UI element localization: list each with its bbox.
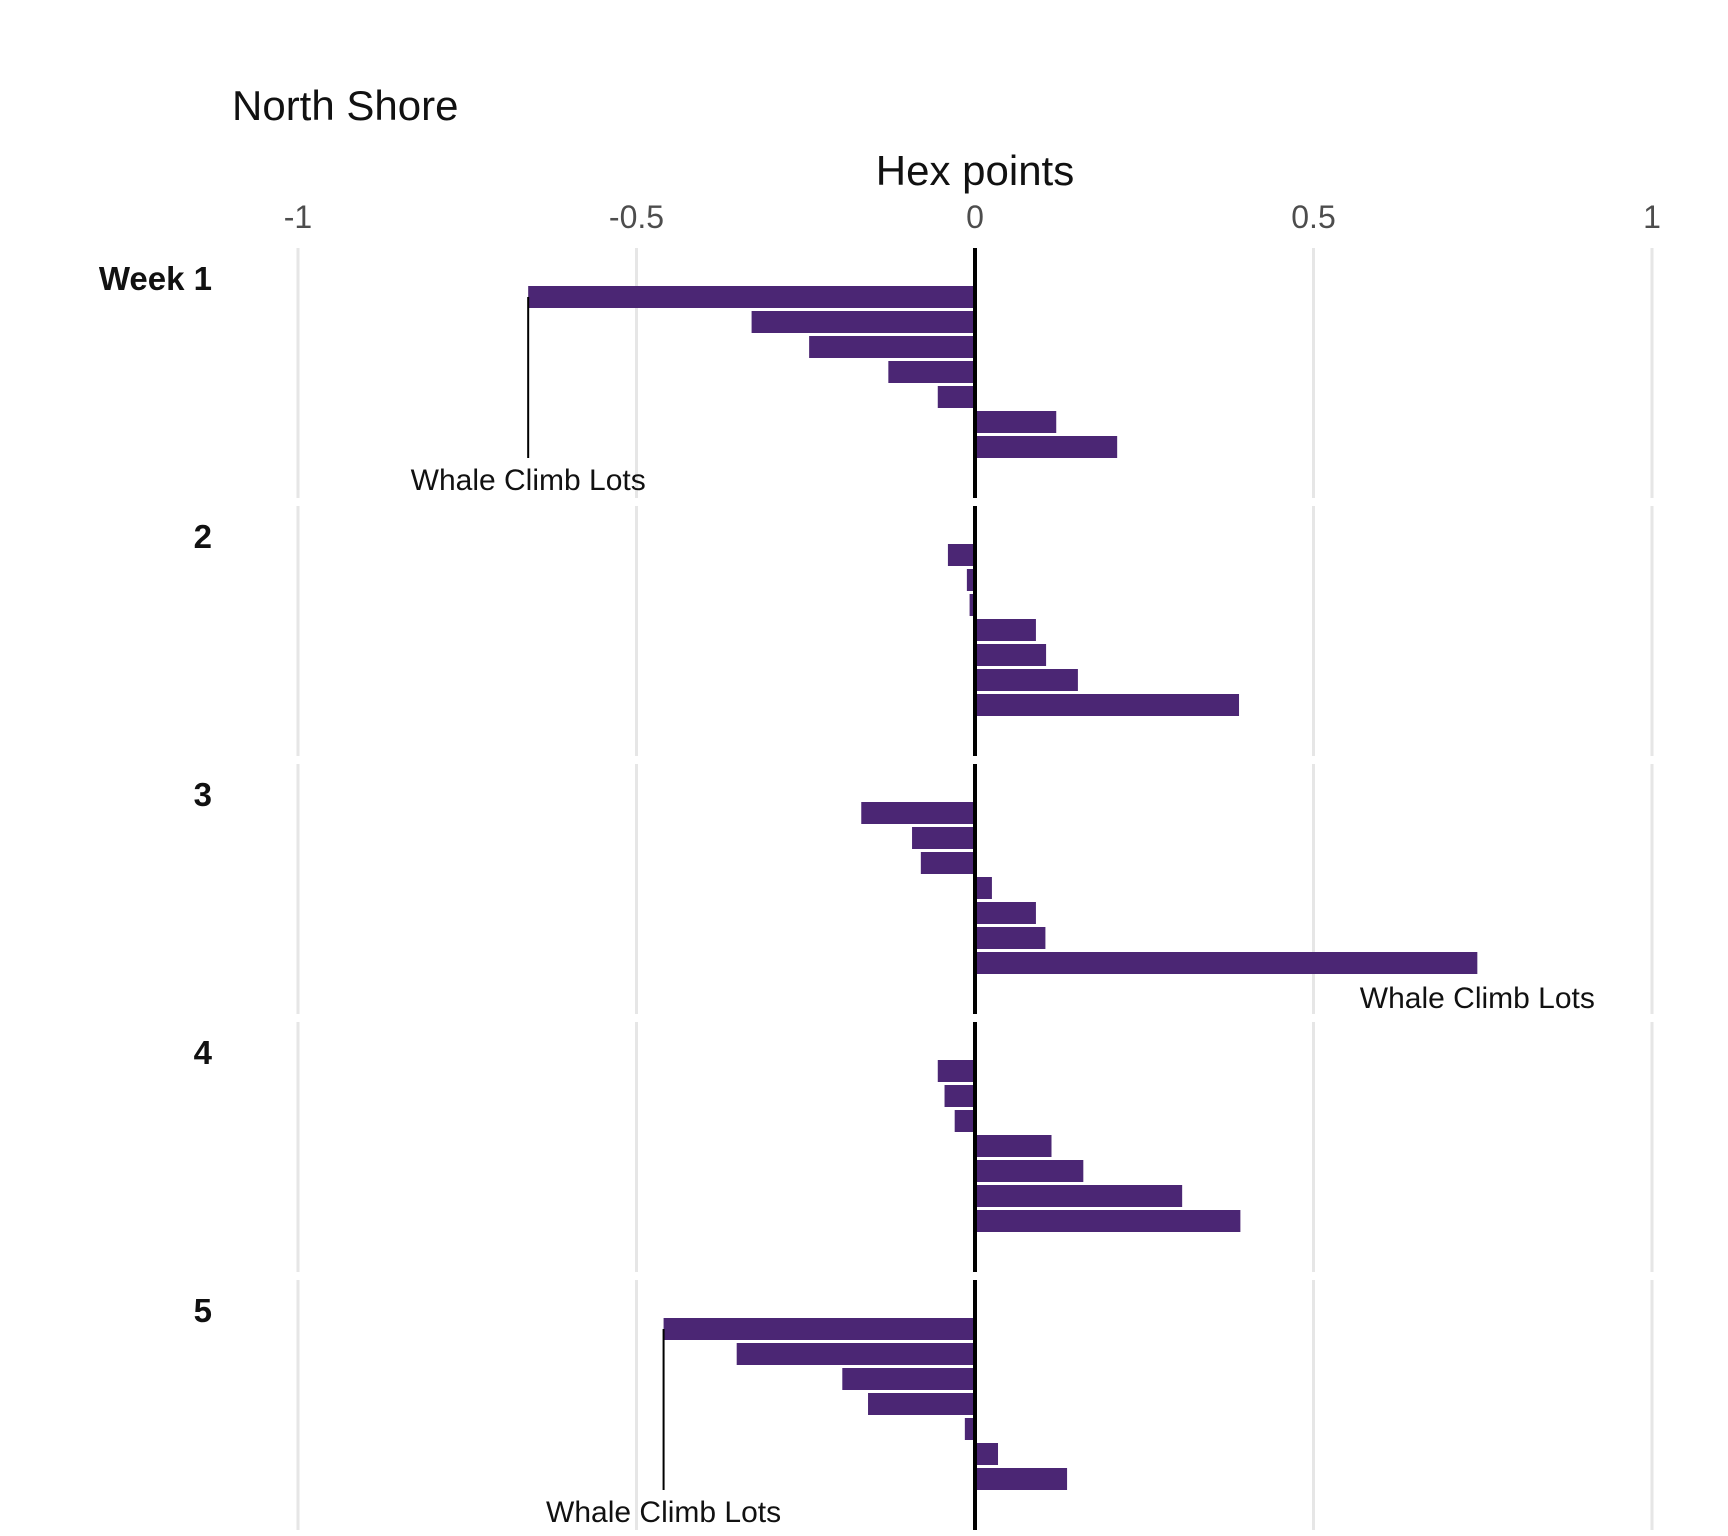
gridlines bbox=[296, 248, 1654, 1530]
bar bbox=[736, 1343, 975, 1365]
x-axis-title: Hex points bbox=[876, 147, 1074, 194]
bar bbox=[964, 1418, 975, 1440]
bar bbox=[937, 386, 975, 408]
bar bbox=[975, 411, 1057, 433]
x-tick-label: -0.5 bbox=[609, 199, 664, 235]
bar bbox=[975, 1468, 1068, 1490]
bar bbox=[842, 1368, 975, 1390]
annotation-label: Whale Climb Lots bbox=[411, 464, 646, 497]
x-axis-ticks: -1 -0.5 0 0.5 1 bbox=[284, 199, 1661, 235]
bar bbox=[751, 311, 975, 333]
bar bbox=[975, 619, 1036, 641]
facet-label: 2 bbox=[194, 518, 212, 555]
bar bbox=[888, 361, 975, 383]
x-tick-label: 1 bbox=[1643, 199, 1661, 235]
facet-label: 5 bbox=[194, 1292, 212, 1329]
bar bbox=[947, 544, 975, 566]
x-tick-label: -1 bbox=[284, 199, 312, 235]
bar bbox=[975, 1443, 999, 1465]
bar bbox=[975, 669, 1078, 691]
bar bbox=[975, 644, 1047, 666]
bar bbox=[954, 1110, 975, 1132]
bar bbox=[975, 927, 1046, 949]
bar bbox=[975, 1160, 1084, 1182]
bar bbox=[975, 436, 1118, 458]
bar bbox=[528, 286, 975, 308]
bar bbox=[809, 336, 975, 358]
bar bbox=[975, 952, 1478, 974]
annotation-label: Whale Climb Lots bbox=[546, 1496, 781, 1529]
bar bbox=[944, 1085, 975, 1107]
bar bbox=[975, 902, 1036, 924]
facet-labels: Week 1 2 3 4 5 bbox=[99, 260, 213, 1329]
annotations: Whale Climb Lots Whale Climb Lots Whale Cl… bbox=[411, 297, 1595, 1529]
facet-label: Week 1 bbox=[99, 260, 212, 297]
bar bbox=[920, 852, 975, 874]
x-tick-label: 0 bbox=[966, 199, 984, 235]
bar bbox=[975, 694, 1240, 716]
bar bbox=[975, 1210, 1241, 1232]
bar bbox=[937, 1060, 975, 1082]
bars bbox=[528, 286, 1478, 1490]
bar bbox=[969, 594, 975, 616]
bar bbox=[868, 1393, 975, 1415]
bar bbox=[975, 877, 992, 899]
bar bbox=[975, 1185, 1183, 1207]
x-tick-label: 0.5 bbox=[1291, 199, 1335, 235]
bar bbox=[663, 1318, 975, 1340]
bar bbox=[975, 1135, 1052, 1157]
facet-label: 3 bbox=[194, 776, 212, 813]
chart-title: North Shore bbox=[232, 82, 458, 129]
bar bbox=[966, 569, 975, 591]
annotation-label: Whale Climb Lots bbox=[1360, 982, 1595, 1015]
bar bbox=[912, 827, 975, 849]
facet-label: 4 bbox=[194, 1034, 213, 1071]
bar bbox=[861, 802, 975, 824]
